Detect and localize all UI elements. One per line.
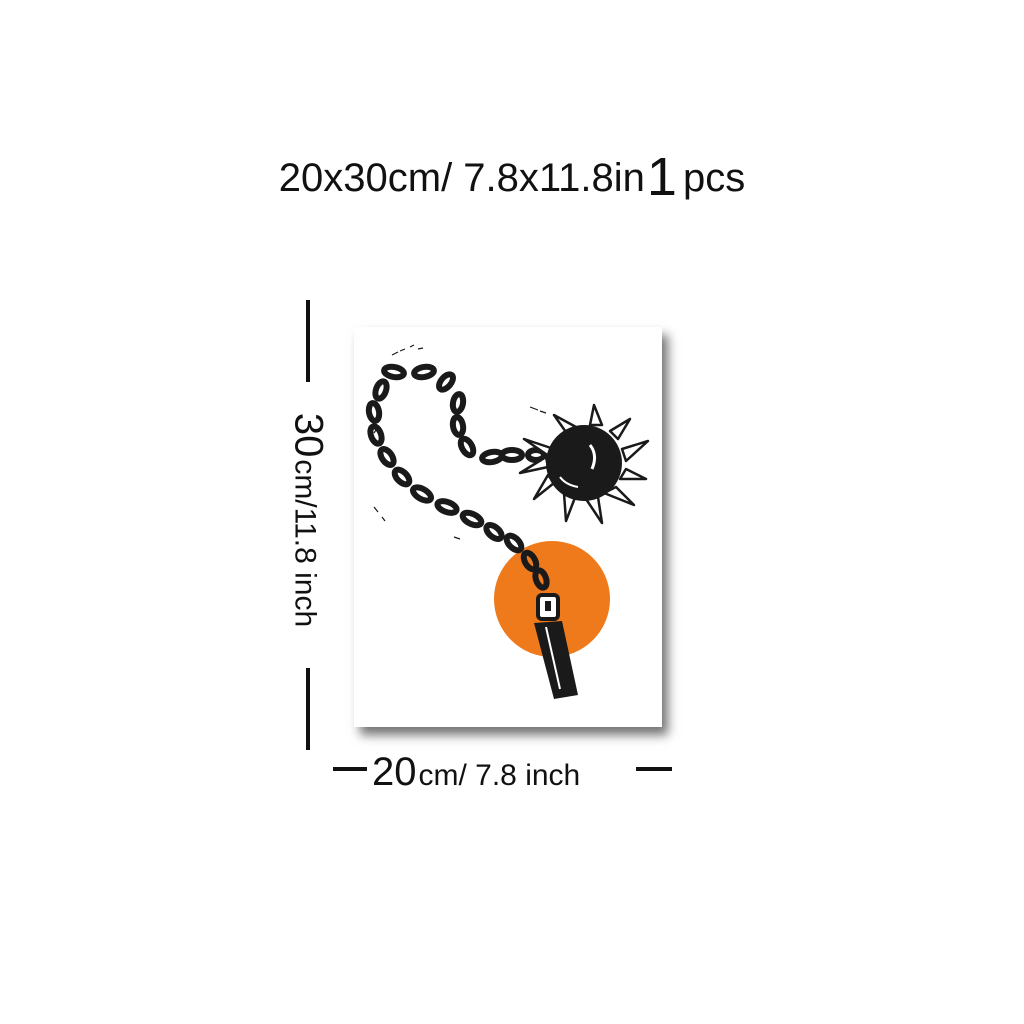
height-label: 30 cm/11.8 inch — [286, 413, 331, 627]
width-number: 20 — [372, 750, 417, 794]
size-text: 20x30cm/ 7.8x11.8in — [278, 156, 645, 200]
width-marker-right-line — [636, 767, 672, 771]
height-marker-top-line — [306, 300, 310, 382]
flail-handle — [534, 593, 578, 699]
height-number: 30 — [286, 412, 331, 458]
chain — [365, 363, 550, 591]
flail-artwork-illustration — [365, 344, 650, 699]
piece-count: 1 — [646, 147, 677, 207]
product-size-headline: 20x30cm/ 7.8x11.8in 1 pcs — [0, 128, 1024, 204]
height-unit-text: cm/11.8 inch — [288, 459, 322, 628]
width-marker-left-line — [333, 767, 367, 771]
piece-unit: pcs — [682, 156, 746, 200]
width-label: 20 cm/ 7.8 inch — [372, 750, 580, 795]
height-marker-bottom-line — [306, 668, 310, 750]
width-unit-text: cm/ 7.8 inch — [418, 759, 581, 792]
canvas-print — [354, 327, 662, 727]
spiked-ball — [518, 403, 650, 525]
